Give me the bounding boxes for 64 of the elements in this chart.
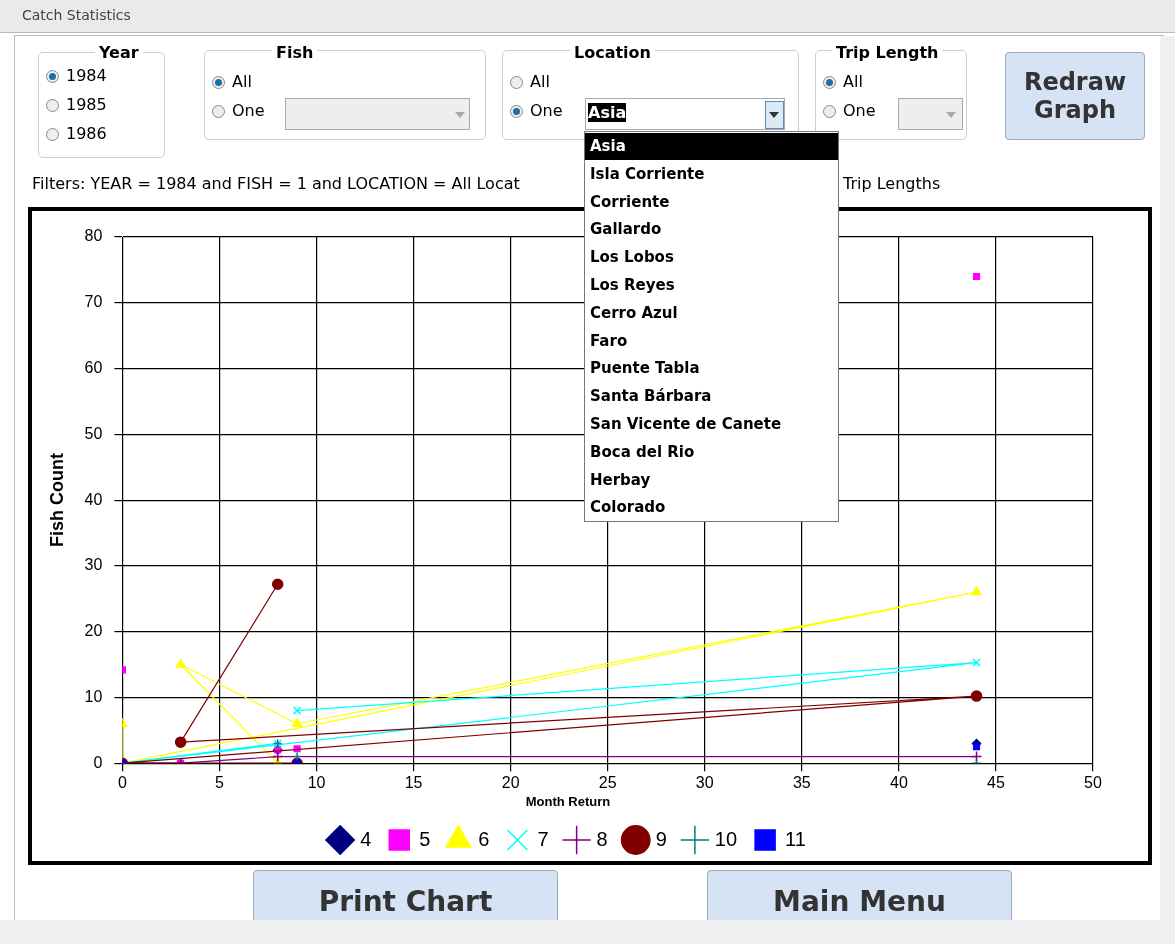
annotation: Gallardo: [589, 219, 663, 241]
text: Fish: [272, 43, 318, 62]
text: All: [232, 72, 252, 91]
annotation: Puente Tabla: [589, 358, 701, 380]
text: 1984: [66, 66, 107, 85]
text: Year: [95, 43, 143, 62]
annotation: Faro: [589, 330, 629, 352]
text: Main Menu: [707, 870, 1012, 932]
x-tick-label: 25: [598, 774, 617, 792]
legend-label: 10: [714, 827, 738, 850]
x-tick-label: 35: [792, 774, 811, 792]
y-tick-label: 60: [84, 358, 103, 376]
text: All: [843, 72, 863, 91]
text: One: [232, 101, 265, 120]
y-tick-label: 40: [84, 490, 103, 508]
annotation: Herbay: [589, 469, 652, 491]
y-tick-label: 0: [93, 753, 103, 771]
text: 1985: [66, 95, 107, 114]
text: Asia: [588, 103, 627, 122]
text: One: [843, 101, 876, 120]
x-tick-label: 15: [404, 774, 423, 792]
y-tick-label: 10: [84, 687, 103, 705]
legend-title: Month Return: [525, 794, 611, 810]
text: Asia: [585, 133, 838, 160]
text: 1986: [66, 124, 107, 143]
x-tick-label: 0: [117, 774, 127, 792]
legend-label: 4: [360, 827, 372, 850]
annotation: Boca del Rio: [589, 441, 696, 463]
y-tick-label: 50: [84, 424, 103, 442]
legend-label: 8: [596, 827, 608, 850]
text: Trip Length: [832, 43, 943, 62]
legend-label: 7: [537, 827, 549, 850]
x-tick-label: 10: [307, 774, 326, 792]
text: Filters: YEAR = 1984 and FISH = 1 and LOCATION = All Locat: [32, 174, 520, 193]
text: All: [530, 72, 550, 91]
annotation: Cerro Azul: [589, 302, 679, 324]
text: Redraw Graph: [1005, 52, 1145, 140]
x-tick-label: 5: [215, 774, 224, 792]
legend-label: 5: [419, 827, 431, 850]
chart-title: Catch Statistics: [22, 7, 131, 23]
x-tick-label: 40: [889, 774, 908, 792]
x-tick-label: 20: [501, 774, 520, 792]
text: Location: [570, 43, 655, 62]
legend-label: 11: [785, 827, 806, 850]
legend-label: 6: [478, 827, 490, 850]
text: Trip Lengths: [843, 174, 941, 193]
annotation: Santa Bárbara: [589, 386, 713, 408]
annotation: San Vicente de Canete: [589, 414, 783, 435]
x-tick-label: 50: [1084, 774, 1102, 792]
annotation: Los Reyes: [589, 275, 676, 296]
text: Isla Corriente: [589, 163, 706, 185]
annotation: Colorado: [589, 497, 667, 519]
legend-label: 9: [655, 827, 667, 850]
y-axis-title: Fish Count: [46, 453, 67, 548]
y-tick-label: 20: [84, 622, 103, 640]
y-tick-label: 70: [84, 293, 103, 311]
annotation: Los Lobos: [589, 247, 675, 269]
x-tick-label: 30: [695, 774, 714, 792]
text: One: [530, 101, 563, 120]
x-tick-label: 45: [987, 774, 1005, 792]
text: Print Chart: [253, 870, 558, 932]
y-tick-label: 80: [84, 227, 103, 245]
text: Corriente: [589, 191, 671, 213]
y-tick-label: 30: [84, 556, 103, 574]
